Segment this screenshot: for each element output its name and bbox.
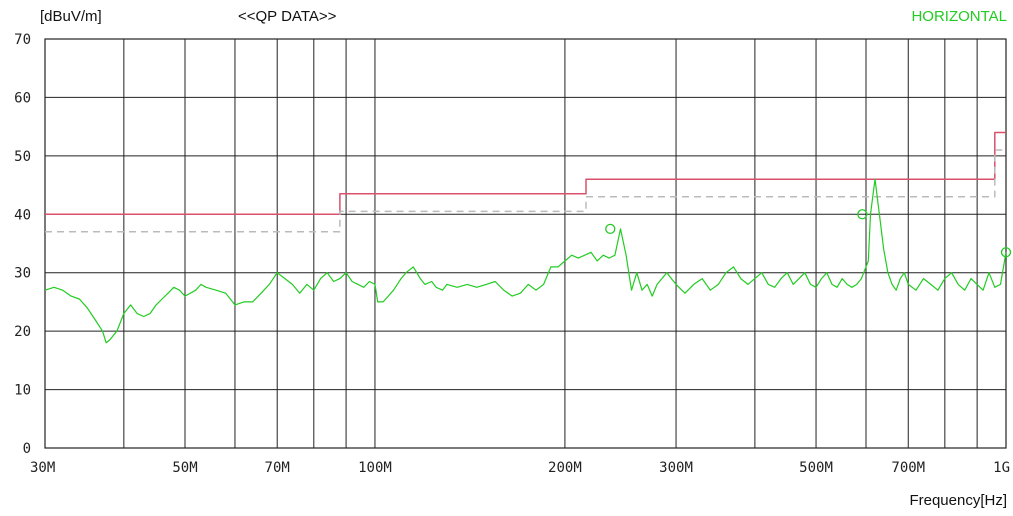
x-axis-label: Frequency[Hz] <box>909 492 1007 509</box>
y-axis-unit-label: [dBuV/m] <box>40 8 102 25</box>
limit-line <box>45 131 1006 216</box>
chart-title: <<QP DATA>> <box>238 8 337 25</box>
qp-marker <box>605 223 616 235</box>
qp-marker <box>857 209 868 220</box>
y-tick-label: 40 <box>14 207 31 223</box>
y-tick-label: 30 <box>14 266 31 282</box>
measured-trace <box>44 178 1007 344</box>
x-tick-label: 200M <box>548 460 582 476</box>
qp-marker <box>1000 247 1012 258</box>
y-tick-label: 70 <box>14 32 31 48</box>
polarization-label: HORIZONTAL <box>911 8 1007 25</box>
y-tick-label: 50 <box>14 149 31 165</box>
y-tick-label: 0 <box>23 441 31 457</box>
x-tick-label: 30M <box>30 460 55 476</box>
plot-frame <box>44 38 1007 449</box>
x-tick-label: 100M <box>358 460 392 476</box>
x-tick-label: 1G <box>993 460 1010 476</box>
x-tick-label: 500M <box>799 460 833 476</box>
x-tick-label: 700M <box>891 460 925 476</box>
y-tick-label: 20 <box>14 324 31 340</box>
x-tick-label: 70M <box>265 460 290 476</box>
y-tick-label: 10 <box>14 383 31 399</box>
x-tick-label: 50M <box>172 460 197 476</box>
y-tick-label: 60 <box>14 90 31 106</box>
x-tick-label: 300M <box>659 460 693 476</box>
margin-line <box>45 149 1006 233</box>
